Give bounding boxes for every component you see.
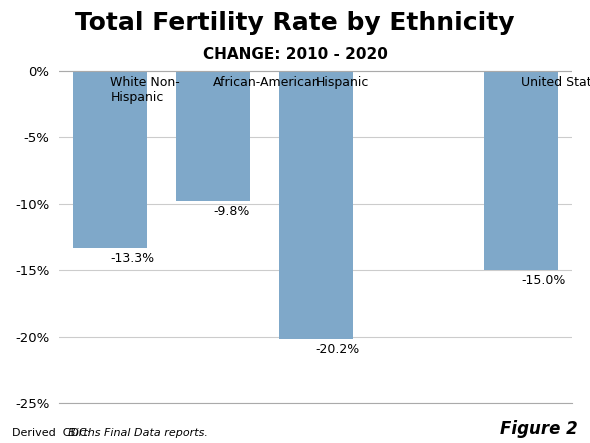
Text: Hispanic: Hispanic — [316, 76, 369, 89]
Text: Derived  CDC:: Derived CDC: — [12, 427, 94, 438]
Bar — [484, 71, 558, 270]
Text: United States: United States — [521, 76, 590, 89]
Text: White Non-
Hispanic: White Non- Hispanic — [110, 76, 180, 104]
Text: African-American: African-American — [213, 76, 320, 89]
Text: -9.8%: -9.8% — [213, 205, 250, 218]
Text: -15.0%: -15.0% — [521, 274, 565, 287]
Text: Total Fertility Rate by Ethnicity: Total Fertility Rate by Ethnicity — [76, 11, 514, 35]
Text: -20.2%: -20.2% — [316, 343, 360, 356]
Text: Figure 2: Figure 2 — [500, 420, 578, 438]
Text: CHANGE: 2010 - 2020: CHANGE: 2010 - 2020 — [202, 47, 388, 62]
Bar — [73, 71, 148, 248]
Bar — [176, 71, 250, 201]
Bar — [278, 71, 353, 339]
Text: Births Final Data reports.: Births Final Data reports. — [68, 427, 208, 438]
Text: -13.3%: -13.3% — [110, 252, 155, 264]
